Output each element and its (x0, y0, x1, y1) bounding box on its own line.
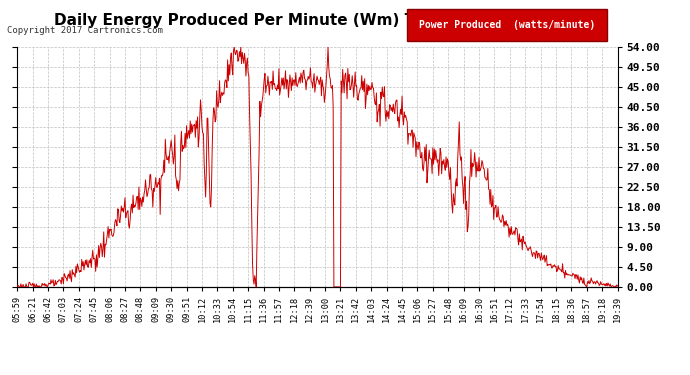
Text: Power Produced  (watts/minute): Power Produced (watts/minute) (419, 20, 595, 30)
Text: Copyright 2017 Cartronics.com: Copyright 2017 Cartronics.com (7, 26, 163, 35)
Text: Daily Energy Produced Per Minute (Wm) Tue Aug 15 19:48: Daily Energy Produced Per Minute (Wm) Tu… (54, 13, 553, 28)
